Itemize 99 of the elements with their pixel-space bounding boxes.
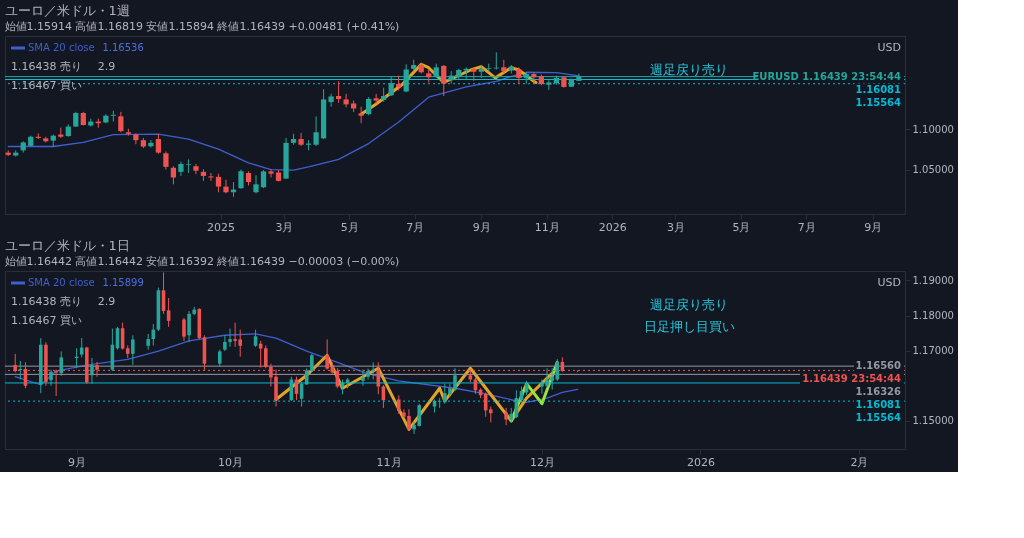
candlestick — [59, 350, 64, 377]
x-tick-label: 9月 — [68, 455, 87, 469]
candlestick — [223, 179, 229, 194]
candlestick — [161, 271, 166, 315]
ref-line-label: 1.16081 — [855, 399, 902, 411]
y-tick-label: 1.18000 — [912, 310, 954, 322]
candlestick — [90, 357, 94, 385]
x-tick-label: 7月 — [406, 220, 425, 234]
candlestick — [504, 407, 508, 426]
ref-line-label: EURUSD 1.16439 23:54:44 — [752, 70, 902, 82]
candlestick — [238, 169, 244, 190]
annotation: 2.9 — [97, 295, 116, 308]
candlestick — [335, 80, 342, 104]
candlestick — [120, 322, 125, 351]
candlestick — [187, 310, 191, 343]
x-tick-label: 3月 — [275, 220, 294, 234]
text: SMA 20 close — [28, 277, 95, 288]
y-tick-label: 1.05000 — [912, 164, 954, 176]
candlestick — [163, 150, 169, 171]
chart-title: ユーロ／米ドル・1週 — [4, 3, 130, 18]
ref-line-label: 1.15564 — [855, 96, 902, 108]
y-tick-label: 1.15000 — [912, 415, 954, 427]
candlestick — [313, 115, 319, 147]
annotation: 週足戻り売り — [650, 297, 728, 312]
candlestick — [215, 173, 222, 193]
x-tick-label: 9月 — [472, 220, 491, 234]
x-tick-label: 2月 — [850, 455, 869, 469]
line-series — [14, 333, 579, 403]
chart-subtitle: 始値1.15914 高値1.16819 安値1.15894 終値1.16439 +0.00481 (+0.41%) — [4, 20, 400, 33]
candlestick — [343, 93, 349, 108]
x-tick-label: 3月 — [666, 220, 685, 234]
candlestick — [441, 64, 447, 97]
candlestick — [131, 334, 135, 366]
x-tick-label: 2026 — [598, 220, 627, 234]
annotation: 2.9 — [97, 60, 116, 73]
candlestick — [268, 168, 274, 178]
candlestick — [197, 307, 202, 340]
x-tick-label: 2025 — [207, 220, 236, 234]
annotation: USD — [877, 276, 901, 289]
candlestick — [361, 369, 365, 387]
x-tick-label: 12月 — [529, 455, 555, 469]
candlestick — [110, 110, 116, 123]
x-tick-label: 7月 — [797, 220, 816, 234]
candlestick — [298, 132, 304, 147]
candlestick — [253, 174, 259, 194]
candlestick — [223, 334, 227, 352]
candlestick — [437, 397, 442, 409]
candlestick — [185, 158, 192, 174]
candlestick — [546, 79, 552, 91]
y-tick-label: 1.17000 — [912, 345, 954, 357]
candlestick — [366, 96, 372, 116]
candlestick — [155, 133, 162, 155]
ref-line-label: 1.16560 — [855, 360, 902, 372]
candlestick — [49, 369, 53, 387]
y-tick-label: 1.19000 — [912, 274, 954, 286]
candlestick — [228, 328, 232, 348]
annotation: 1.15899 — [102, 277, 144, 288]
ref-line-label: 1.15564 — [855, 412, 902, 424]
annotation: 1.16536 — [102, 42, 144, 53]
x-tick-label: 2026 — [686, 455, 715, 469]
annotation: 1.16438 売り — [11, 60, 82, 73]
annotation: 週足戻り売り — [650, 62, 728, 77]
candlestick — [264, 344, 268, 369]
ref-line-label: 1.16439 23:54:44 — [802, 373, 902, 385]
ref-line-label: 1.16326 — [855, 386, 902, 398]
candlestick — [289, 376, 294, 402]
x-tick-label: 11月 — [376, 455, 402, 469]
x-tick-label: 5月 — [732, 220, 751, 234]
candlestick — [148, 139, 154, 148]
annotation: 1.16438 売り — [11, 295, 82, 308]
candlestick — [182, 317, 186, 342]
chart-title: ユーロ／米ドル・1日 — [4, 238, 130, 253]
candlestick — [156, 287, 161, 332]
candlestick — [39, 337, 43, 394]
annotation: 1.16467 買い — [11, 314, 82, 327]
candlestick — [193, 163, 199, 175]
candlestick — [115, 326, 120, 351]
x-tick-label: 11月 — [534, 220, 560, 234]
chart-subtitle: 始値1.16442 高値1.16442 安値1.16392 終値1.16439 −0.00003 (−0.00%) — [4, 255, 400, 268]
candlestick — [328, 93, 334, 108]
candlestick — [396, 394, 401, 415]
candlestick — [260, 169, 267, 189]
x-tick-label: 9月 — [864, 220, 883, 234]
legend-label: SMA 20 close — [28, 42, 95, 53]
annotation: 1.16467 買い — [11, 79, 82, 92]
candlestick — [514, 389, 519, 419]
annotation: USD — [877, 41, 901, 54]
x-tick-label: 10月 — [218, 455, 243, 469]
y-tick-label: 1.10000 — [912, 123, 954, 135]
candlestick — [320, 88, 327, 140]
candlestick — [118, 111, 124, 133]
candlestick — [283, 137, 289, 180]
candlestick — [208, 172, 214, 182]
ref-line-label: 1.16081 — [855, 83, 902, 95]
candlestick — [110, 328, 115, 372]
line-series — [7, 71, 580, 171]
annotation: 日足押し目買い — [643, 319, 735, 334]
candlestick — [358, 106, 364, 124]
x-tick-label: 5月 — [340, 220, 359, 234]
